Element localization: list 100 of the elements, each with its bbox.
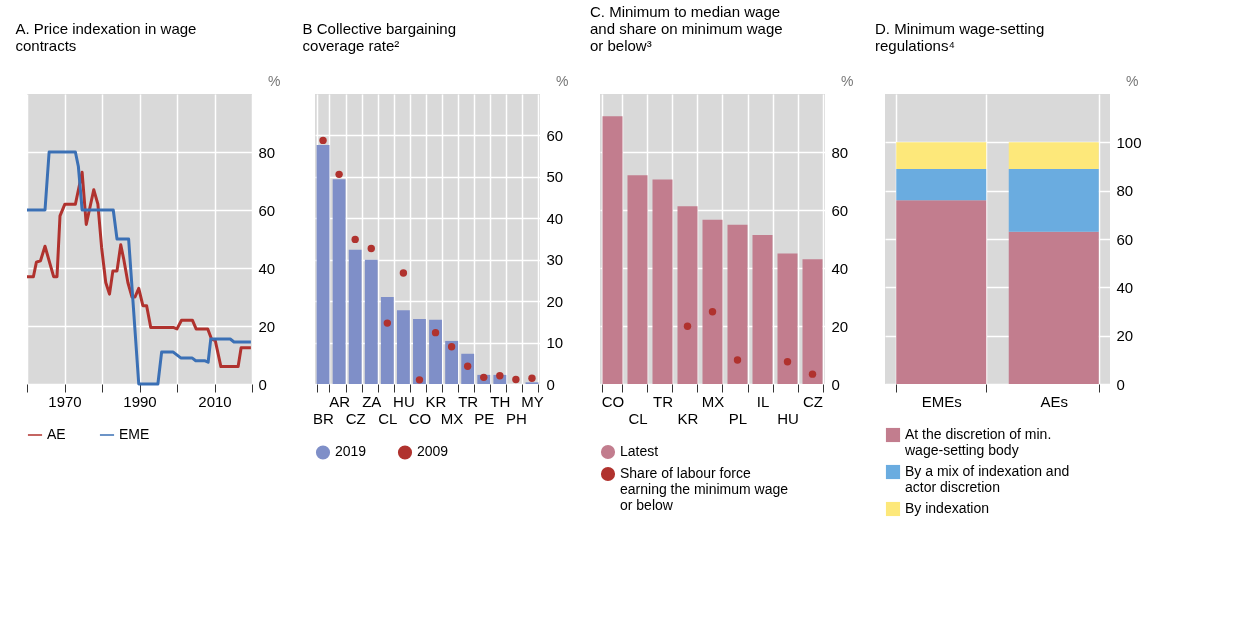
y-tick-label: 0	[831, 375, 840, 393]
bar	[702, 219, 723, 384]
bar	[602, 116, 623, 384]
bar	[627, 175, 648, 384]
x-tick-label: KR	[425, 392, 447, 410]
y-tick-label: 80	[831, 143, 849, 161]
point	[319, 136, 327, 145]
legend-label: By indexation	[905, 500, 990, 516]
bar	[777, 253, 798, 384]
y-tick-label: 80	[258, 143, 276, 161]
x-tick-label: CO	[408, 409, 432, 427]
point	[367, 244, 375, 253]
bar	[429, 319, 442, 384]
bar	[727, 224, 748, 384]
x-tick-label: EMEs	[921, 392, 962, 410]
bar	[364, 259, 378, 384]
point	[383, 319, 392, 327]
y-tick-label: 40	[831, 259, 849, 277]
bar	[413, 318, 426, 384]
x-tick-label: KR	[677, 409, 699, 427]
y-tick-label: 60	[1116, 230, 1134, 248]
y-tick-label: 20	[546, 292, 564, 310]
y-tick-label: 60	[831, 201, 849, 219]
y-tick-label: 40	[1116, 278, 1134, 296]
x-tick-label: IL	[756, 392, 770, 410]
bar	[896, 142, 987, 169]
point	[683, 322, 692, 330]
bar	[1008, 168, 1099, 232]
point	[512, 375, 520, 384]
bar	[396, 310, 410, 384]
x-tick-label: MY	[521, 392, 544, 410]
bar	[1008, 142, 1099, 169]
y-tick-label: 40	[546, 209, 564, 227]
x-tick-label: PH	[505, 409, 527, 427]
point	[528, 374, 536, 382]
bar	[380, 297, 394, 384]
y-tick-label: 0	[546, 375, 555, 393]
bar	[316, 144, 330, 384]
y-tick-label: 10	[546, 334, 564, 352]
y-axis-title: %	[556, 72, 569, 89]
x-tick-label: MX	[701, 392, 725, 410]
point	[431, 328, 440, 337]
x-tick-label: HU	[777, 409, 799, 427]
x-tick-label: CO	[601, 392, 625, 410]
bar	[896, 168, 987, 201]
x-tick-label: 1990	[123, 392, 157, 410]
y-tick-label: 0	[258, 375, 267, 393]
x-tick-label: CL	[378, 409, 398, 427]
x-tick-label: PE	[474, 409, 495, 427]
point	[351, 235, 359, 244]
x-tick-label: CZ	[803, 392, 823, 410]
x-tick-label: TR	[458, 392, 479, 410]
legend-label: 2009	[417, 443, 449, 460]
legend-label: At the discretion of min. wage-setting body	[904, 426, 1052, 458]
legend-label: By a mix of indexation and actor discretion	[905, 463, 1070, 495]
point	[733, 356, 742, 364]
y-tick-label: 0	[1116, 375, 1125, 393]
y-tick-label: 40	[258, 259, 276, 277]
x-tick-label: ZA	[362, 392, 382, 410]
x-tick-label: TR	[653, 392, 674, 410]
point	[708, 308, 717, 316]
y-axis-title: %	[268, 72, 281, 89]
point	[415, 376, 424, 384]
y-axis-title: %	[1126, 72, 1139, 89]
bar	[332, 179, 346, 384]
x-tick-label: PL	[728, 409, 748, 427]
y-tick-label: 20	[258, 317, 276, 335]
y-tick-label: 60	[546, 126, 564, 144]
bar	[752, 234, 773, 384]
y-tick-label: 80	[1116, 182, 1134, 200]
point	[399, 269, 408, 277]
x-tick-label: MX	[440, 409, 464, 427]
bar	[652, 179, 673, 384]
bar	[677, 206, 698, 384]
x-tick-label: AEs	[1040, 392, 1069, 410]
y-tick-label: 30	[546, 251, 564, 269]
chart-title: C. Minimum to median wage and share on minimum wage or below³	[590, 3, 783, 54]
y-axis-title: %	[841, 72, 854, 89]
y-tick-label: 100	[1116, 133, 1142, 151]
x-tick-label: TH	[490, 392, 511, 410]
line-series	[25, 170, 253, 369]
chart-title: A. Price indexation in wage contracts	[15, 20, 197, 54]
bar	[445, 340, 459, 384]
legend-label: AE	[47, 426, 66, 442]
legend-label: EME	[119, 426, 150, 442]
x-tick-label: HU	[393, 392, 415, 410]
bar	[802, 259, 823, 384]
bar	[1008, 231, 1099, 384]
point	[808, 370, 817, 378]
x-tick-label: BR	[313, 409, 335, 427]
x-tick-label: CL	[628, 409, 648, 427]
chart-title: D. Minimum wage-setting regulations⁴	[875, 20, 1045, 54]
x-tick-label: 1970	[48, 392, 82, 410]
bar	[348, 249, 362, 384]
chart-title: B Collective bargaining coverage rate²	[302, 20, 457, 54]
x-tick-label: 2010	[198, 392, 232, 410]
x-tick-label: CZ	[345, 409, 366, 427]
y-tick-label: 50	[546, 168, 564, 186]
point	[783, 357, 792, 366]
point	[335, 170, 343, 179]
